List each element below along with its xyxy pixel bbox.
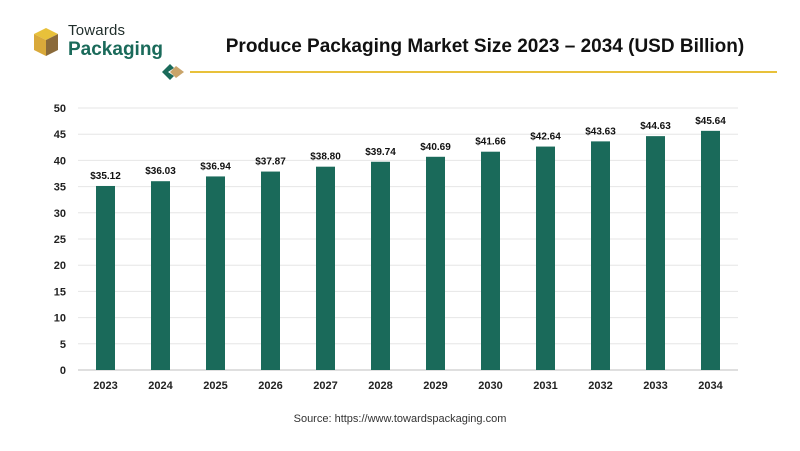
title-divider — [190, 71, 777, 73]
data-label: $43.63 — [585, 126, 616, 137]
bar — [371, 161, 390, 370]
x-tick-label: 2028 — [368, 380, 392, 392]
x-tick-label: 2023 — [93, 380, 117, 392]
brand-name-line1: Towards — [68, 22, 126, 39]
y-tick-label: 30 — [54, 208, 66, 220]
y-tick-label: 50 — [54, 103, 66, 115]
x-tick-label: 2026 — [258, 380, 282, 392]
brand-logo: Towards Packaging — [30, 22, 180, 62]
x-tick-label: 2029 — [423, 380, 447, 392]
bar — [151, 181, 170, 370]
data-label: $42.64 — [530, 132, 561, 143]
x-tick-label: 2032 — [588, 380, 612, 392]
bar — [481, 151, 500, 370]
data-label: $35.12 — [90, 171, 121, 182]
diamond-icon — [162, 64, 184, 80]
x-tick-label: 2031 — [533, 380, 557, 392]
x-tick-label: 2025 — [203, 380, 227, 392]
x-tick-label: 2024 — [148, 380, 173, 392]
y-tick-label: 35 — [54, 182, 66, 194]
bar — [591, 141, 610, 370]
chart-title: Produce Packaging Market Size 2023 – 203… — [225, 36, 745, 57]
y-tick-label: 15 — [54, 286, 66, 298]
data-label: $38.80 — [310, 152, 341, 163]
y-tick-label: 45 — [54, 129, 66, 141]
data-label: $36.94 — [200, 161, 231, 172]
bar — [96, 185, 115, 370]
data-label: $36.03 — [145, 166, 176, 177]
y-tick-label: 10 — [54, 313, 66, 325]
y-tick-label: 5 — [60, 339, 66, 351]
y-tick-label: 25 — [54, 234, 66, 246]
bar — [646, 136, 665, 370]
x-tick-label: 2030 — [478, 380, 502, 392]
bar — [261, 171, 280, 370]
bar — [206, 176, 225, 370]
bar — [701, 130, 720, 370]
bar — [316, 166, 335, 370]
data-label: $41.66 — [475, 137, 506, 148]
y-tick-label: 40 — [54, 155, 66, 167]
bar — [536, 146, 555, 370]
data-label: $37.87 — [255, 157, 286, 168]
x-tick-label: 2034 — [698, 380, 723, 392]
data-label: $40.69 — [420, 142, 451, 153]
y-tick-label: 0 — [60, 365, 66, 377]
x-tick-label: 2033 — [643, 380, 667, 392]
brand-name-line2: Packaging — [68, 39, 164, 60]
source-note: Source: https://www.towardspackaging.com — [293, 413, 507, 425]
y-tick-label: 20 — [54, 260, 66, 272]
x-tick-label: 2027 — [313, 380, 337, 392]
data-label: $44.63 — [640, 121, 671, 132]
bar — [426, 156, 445, 370]
data-label: $39.74 — [365, 147, 396, 158]
data-label: $45.64 — [695, 116, 726, 127]
box-icon — [34, 28, 58, 56]
